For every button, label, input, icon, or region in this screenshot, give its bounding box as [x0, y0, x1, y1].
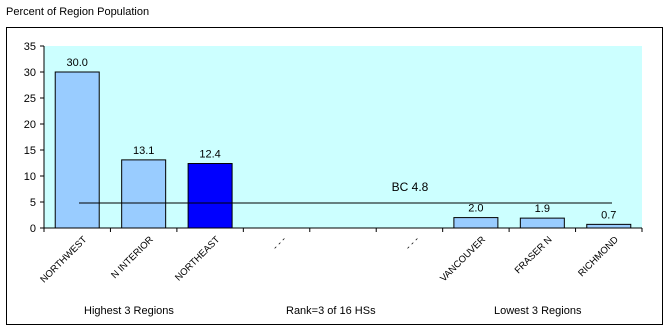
chart-frame	[6, 27, 663, 325]
y-tick-label: 15	[24, 145, 36, 157]
bc-reference-label: BC 4.8	[392, 180, 429, 194]
category-label: - - -	[403, 234, 421, 252]
bar-value-label: 12.4	[199, 149, 220, 161]
y-tick-label: 10	[24, 171, 36, 183]
category-label: RICHMOND	[576, 234, 621, 279]
y-tick-label: 30	[24, 67, 36, 79]
bar-value-label: 0.7	[601, 209, 616, 221]
bar-value-label: 30.0	[67, 57, 88, 69]
bar	[453, 217, 499, 229]
category-label: - - -	[270, 234, 288, 252]
footer-lowest-regions: Lowest 3 Regions	[494, 305, 582, 317]
y-tick-label: 35	[24, 41, 36, 53]
category-label: NORTHEAST	[173, 234, 222, 283]
y-axis-label: Percent of Region Population	[6, 6, 150, 18]
bar	[586, 223, 632, 229]
y-tick-label: 25	[24, 93, 36, 105]
bar	[54, 71, 100, 229]
y-tick-label: 20	[24, 119, 36, 131]
bar-value-label: 1.9	[535, 203, 550, 215]
bar	[519, 217, 565, 229]
category-label: FRASER N	[513, 234, 555, 276]
y-tick-label: 5	[30, 197, 36, 209]
bar	[121, 159, 167, 229]
bar-value-label: 2.0	[468, 203, 483, 215]
bar-value-label: 13.1	[133, 145, 154, 157]
category-label: VANCOUVER	[438, 234, 488, 284]
footer-rank: Rank=3 of 16 HSs	[286, 305, 376, 317]
y-tick-label: 0	[30, 223, 36, 235]
category-label: N INTERIOR	[109, 234, 156, 281]
bar	[187, 163, 233, 229]
footer-highest-regions: Highest 3 Regions	[84, 305, 174, 317]
category-label: NORTHWEST	[38, 234, 89, 285]
